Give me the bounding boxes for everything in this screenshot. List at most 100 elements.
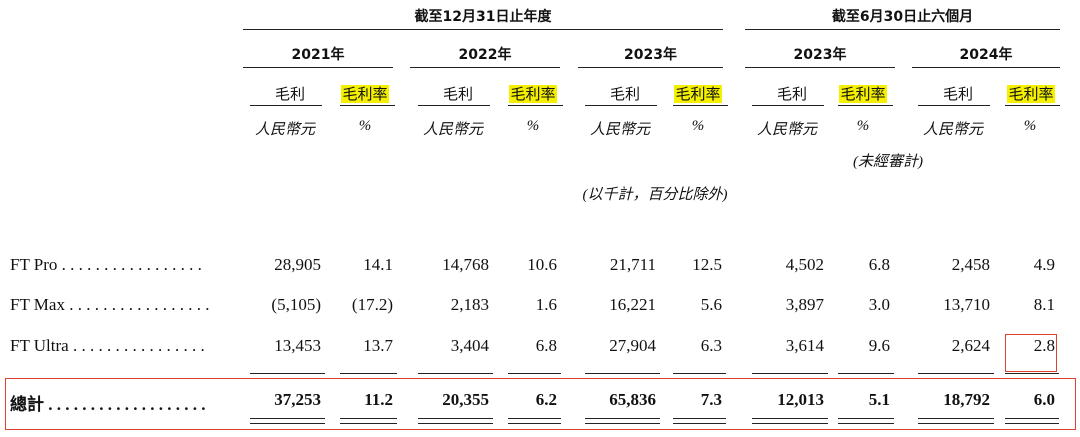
table-cell: 14,768 [442, 255, 489, 274]
col-header-gross-profit-2023: 毛利 [609, 85, 640, 103]
table-cell: 6.8 [535, 336, 557, 355]
subtotal-rule [673, 373, 726, 374]
highlight-box-total-row [5, 378, 1076, 430]
total-cell: 6.2 [535, 390, 557, 409]
col-rule [250, 105, 322, 106]
year-rule-2024 [912, 67, 1060, 68]
subtotal-rule [918, 373, 994, 374]
unit-rmb-2023: 人民幣元 [589, 122, 650, 138]
total-double-rule [838, 418, 894, 419]
highlight-box-ft-ultra-2024-margin [1005, 334, 1057, 372]
total-double-rule [1005, 423, 1059, 424]
col-header-margin-2022: 毛利率 [509, 85, 557, 103]
total-double-rule [508, 418, 561, 419]
total-double-rule [418, 423, 493, 424]
table-cell: 4,502 [785, 255, 824, 274]
year-header-2022: 2022年 [458, 47, 512, 63]
unit-rmb-2021: 人民幣元 [254, 122, 315, 138]
table-cell: 13,710 [943, 295, 990, 314]
col-rule [508, 105, 563, 106]
table-cell: 2,624 [951, 336, 990, 355]
col-rule [418, 105, 490, 106]
subtotal-rule [250, 373, 325, 374]
unit-rmb-2022: 人民幣元 [422, 122, 483, 138]
col-rule [752, 105, 824, 106]
table-cell: 1.6 [535, 295, 557, 314]
year-rule-2023-interim [745, 67, 895, 68]
table-cell: (17.2) [351, 295, 393, 314]
total-double-rule [585, 418, 660, 419]
total-double-rule [752, 423, 828, 424]
table-cell: 2.8 [1033, 336, 1055, 355]
subtotal-rule [838, 373, 894, 374]
total-cell: 18,792 [943, 390, 990, 409]
total-double-rule [585, 423, 660, 424]
total-double-rule [918, 418, 994, 419]
table-cell: 6.3 [700, 336, 722, 355]
unit-pct-2023: % [691, 118, 705, 134]
col-header-margin-2023: 毛利率 [674, 85, 722, 103]
year-header-2023-interim: 2023年 [793, 47, 847, 63]
total-row-label: 總計 . . . . . . . . . . . . . . . . . . . [10, 395, 206, 414]
year-header-2021: 2021年 [291, 47, 345, 63]
year-header-2024: 2024年 [959, 47, 1013, 63]
year-rule-2022 [410, 67, 560, 68]
subtotal-rule [418, 373, 493, 374]
col-header-margin-2024: 毛利率 [1007, 85, 1055, 103]
table-cell: 5.6 [700, 295, 722, 314]
total-cell: 5.1 [868, 390, 890, 409]
subtotal-rule [1005, 373, 1059, 374]
total-double-rule [918, 423, 994, 424]
total-cell: 37,253 [274, 390, 321, 409]
table-cell: 14.1 [363, 255, 393, 274]
row-label: FT Pro . . . . . . . . . . . . . . . . . [10, 255, 202, 274]
unit-rmb-2024: 人民幣元 [922, 122, 983, 138]
table-cell: 12.5 [692, 255, 722, 274]
total-cell: 12,013 [777, 390, 824, 409]
col-rule [585, 105, 657, 106]
col-header-gross-profit-2023-interim: 毛利 [776, 85, 807, 103]
table-cell: 8.1 [1033, 295, 1055, 314]
period-rule-interim [745, 29, 1060, 30]
total-double-rule [418, 418, 493, 419]
unit-pct-2021: % [358, 118, 372, 134]
total-cell: 7.3 [700, 390, 722, 409]
table-cell: 13.7 [363, 336, 393, 355]
table-cell: 3,404 [450, 336, 489, 355]
col-header-margin-2023-interim: 毛利率 [839, 85, 887, 103]
thousands-note: (以千計，百分比除外) [582, 187, 728, 203]
row-label: FT Max . . . . . . . . . . . . . . . . . [10, 295, 210, 314]
table-cell: 2,458 [951, 255, 990, 274]
col-header-margin-2021: 毛利率 [341, 85, 389, 103]
total-double-rule [340, 423, 397, 424]
total-double-rule [340, 418, 397, 419]
year-header-2023: 2023年 [624, 47, 677, 63]
table-cell: 27,904 [609, 336, 656, 355]
table-cell: (5,105) [271, 295, 321, 314]
total-cell: 6.0 [1033, 390, 1055, 409]
unit-pct-2024: % [1023, 118, 1037, 134]
total-double-rule [752, 418, 828, 419]
period-rule-annual [243, 29, 723, 30]
col-rule [1005, 105, 1060, 106]
table-cell: 10.6 [527, 255, 557, 274]
table-cell: 6.8 [868, 255, 890, 274]
table-cell: 16,221 [609, 295, 656, 314]
total-cell: 20,355 [442, 390, 489, 409]
col-header-gross-profit-2024: 毛利 [942, 85, 973, 103]
total-double-rule [673, 423, 726, 424]
total-double-rule [838, 423, 894, 424]
unit-pct-2023-interim: % [856, 118, 870, 134]
col-header-gross-profit-2021: 毛利 [274, 85, 305, 103]
year-rule-2021 [243, 67, 393, 68]
col-rule [918, 105, 990, 106]
table-cell: 2,183 [450, 295, 489, 314]
col-rule [838, 105, 893, 106]
subtotal-rule [752, 373, 828, 374]
table-cell: 3.0 [868, 295, 890, 314]
table-cell: 9.6 [868, 336, 890, 355]
total-double-rule [250, 418, 325, 419]
table-cell: 3,614 [785, 336, 824, 355]
col-rule [340, 105, 395, 106]
total-double-rule [673, 418, 726, 419]
